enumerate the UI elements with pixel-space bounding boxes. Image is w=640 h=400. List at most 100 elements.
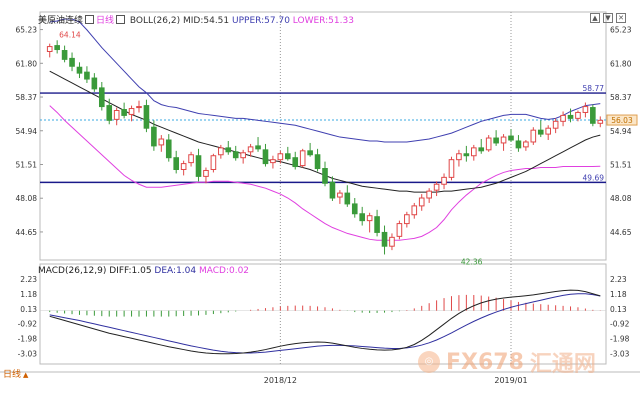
candle-up	[523, 141, 529, 148]
candle-up	[575, 111, 581, 119]
dea-line	[49, 293, 601, 354]
candle-up	[136, 106, 142, 109]
candle-down	[69, 57, 75, 67]
candle-down	[262, 149, 269, 165]
candle-down	[76, 66, 83, 74]
candle-down	[91, 77, 98, 90]
candle-down	[143, 105, 150, 129]
candle-up	[500, 136, 507, 144]
macd-ytick-left: -3.03	[18, 349, 38, 358]
last-price-tag	[606, 114, 638, 126]
period-selector-label: 日线	[3, 370, 22, 380]
macd-ytick-right: 0.13	[610, 305, 627, 314]
candle-down	[61, 50, 68, 60]
hline-label: 58.77	[583, 84, 605, 93]
price-ytick-right: 51.51	[610, 160, 632, 169]
last-price-label: 56.03	[611, 116, 633, 125]
price-pane-frame	[39, 11, 607, 261]
candle-up	[366, 215, 373, 222]
price-ytick-right: 65.23	[610, 26, 632, 35]
candle-up	[411, 205, 418, 216]
candle-up	[560, 114, 566, 122]
candle-down	[359, 213, 366, 222]
candle-down	[590, 107, 596, 124]
candle-up	[426, 190, 432, 199]
candle-up	[299, 150, 306, 167]
candle-down	[255, 145, 261, 150]
price-ytick-left: 51.51	[16, 160, 38, 169]
candle-down	[292, 157, 299, 168]
candle-up	[597, 119, 604, 124]
up-arrow-icon[interactable]: ▲	[590, 13, 600, 23]
hline-label: 49.69	[583, 173, 605, 182]
candle-down	[374, 216, 380, 233]
candle-up	[113, 110, 120, 120]
price-ytick-right: 58.37	[610, 93, 632, 102]
candle-down	[195, 155, 202, 177]
candle-down	[232, 151, 239, 159]
price-ytick-left: 48.08	[16, 194, 38, 203]
candle-up	[180, 163, 187, 171]
boll-upper-line	[49, 18, 601, 143]
price-ytick-left: 44.65	[16, 228, 38, 237]
upper-label: UPPER:57.70	[232, 16, 290, 26]
candle-down	[284, 153, 291, 160]
candle-up	[404, 214, 410, 225]
price-annotation: 64.14	[59, 30, 81, 39]
candle-up	[128, 108, 135, 115]
candle-up	[530, 129, 537, 143]
down-arrow-icon[interactable]: ▼	[603, 13, 613, 23]
diff-label: DIFF:1.05	[109, 266, 152, 276]
price-ytick-left: 61.80	[16, 59, 38, 68]
candle-up	[545, 127, 552, 135]
candle-down	[508, 135, 514, 141]
candle-up	[188, 154, 194, 164]
macd-ytick-left: 0.13	[20, 305, 37, 314]
macd-ytick-right: -1.98	[610, 335, 630, 344]
candle-up	[433, 183, 440, 191]
macd-ytick-right: 2.23	[610, 275, 627, 284]
macd-ytick-right: -3.03	[610, 349, 630, 358]
candle-up	[337, 192, 343, 198]
boll-label: BOLL(26,2)	[129, 16, 181, 26]
candle-up	[389, 236, 395, 247]
lower-label: LOWER:51.33	[292, 16, 354, 26]
candle-down	[225, 147, 232, 153]
candle-up	[218, 147, 224, 156]
price-ytick-right: 54.94	[610, 127, 632, 136]
boll-lower-line	[49, 105, 601, 241]
candle-down	[515, 140, 522, 149]
boll-settings-icon[interactable]	[116, 15, 126, 24]
caret-up-icon: ▲	[23, 371, 29, 379]
candle-down	[322, 168, 328, 184]
watermark: ◎ FX678 汇通网	[418, 346, 596, 378]
macd-ytick-left: -0.92	[18, 320, 38, 329]
candle-up	[158, 138, 165, 146]
diff-line	[49, 289, 601, 355]
candle-up	[418, 197, 425, 207]
candle-down	[344, 192, 351, 205]
price-ytick-left: 65.23	[16, 26, 38, 35]
macd-pane-frame	[39, 263, 607, 365]
candle-up	[485, 137, 492, 151]
macd-ytick-right: 1.18	[610, 290, 627, 299]
dea-label: DEA:1.04	[154, 266, 197, 276]
price-ytick-right: 44.65	[610, 228, 632, 237]
watermark-cn: 汇通网	[529, 352, 596, 377]
candle-down	[106, 105, 113, 121]
candle-down	[54, 45, 60, 51]
candle-up	[240, 152, 246, 159]
price-ytick-right: 48.08	[610, 194, 632, 203]
close-icon[interactable]: ✕	[616, 13, 626, 23]
candle-up	[210, 155, 217, 171]
candle-down	[493, 137, 499, 144]
watermark-logo-icon: ◎	[418, 351, 440, 373]
candle-down	[329, 181, 336, 199]
candle-up	[448, 159, 455, 178]
period-selector[interactable]: 日线 ▲	[3, 367, 28, 380]
candle-down	[121, 109, 127, 116]
candle-up	[396, 223, 403, 237]
candle-up	[552, 120, 559, 129]
candle-down	[98, 87, 105, 108]
macd-value-label: MACD:0.02	[198, 266, 250, 276]
